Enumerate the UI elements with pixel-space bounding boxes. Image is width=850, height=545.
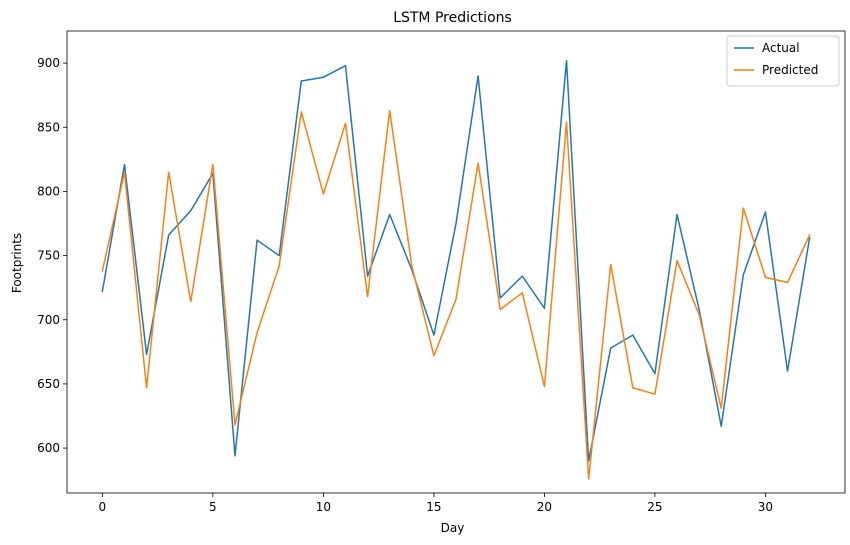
legend-label-predicted: Predicted — [762, 63, 818, 77]
y-tick-label: 750 — [37, 249, 60, 263]
legend-label-actual: Actual — [762, 41, 800, 55]
y-tick-label: 700 — [37, 313, 60, 327]
x-tick-label: 5 — [209, 500, 217, 514]
y-axis-title: Footprints — [10, 233, 24, 293]
x-axis: 0 5 10 15 20 25 30 — [99, 493, 773, 514]
legend: Actual Predicted — [726, 35, 840, 87]
y-tick-label: 600 — [37, 441, 60, 455]
series-line-predicted — [101, 109, 811, 480]
legend-box — [726, 35, 840, 87]
x-tick-label: 25 — [647, 500, 662, 514]
y-tick-label: 800 — [37, 184, 60, 198]
y-tick-label: 850 — [37, 120, 60, 134]
x-axis-title: Day — [441, 521, 465, 535]
x-tick-label: 30 — [758, 500, 773, 514]
series-lines — [101, 59, 811, 480]
x-tick-label: 20 — [537, 500, 552, 514]
x-tick-label: 10 — [316, 500, 331, 514]
chart-title: LSTM Predictions — [393, 10, 512, 26]
y-tick-label: 900 — [37, 56, 60, 70]
y-tick-label: 650 — [37, 377, 60, 391]
y-axis: 600 650 700 750 800 850 900 — [37, 56, 67, 455]
plot-frame — [66, 30, 846, 494]
series-line-actual — [101, 59, 811, 462]
x-tick-label: 15 — [426, 500, 441, 514]
x-tick-label: 0 — [99, 500, 107, 514]
